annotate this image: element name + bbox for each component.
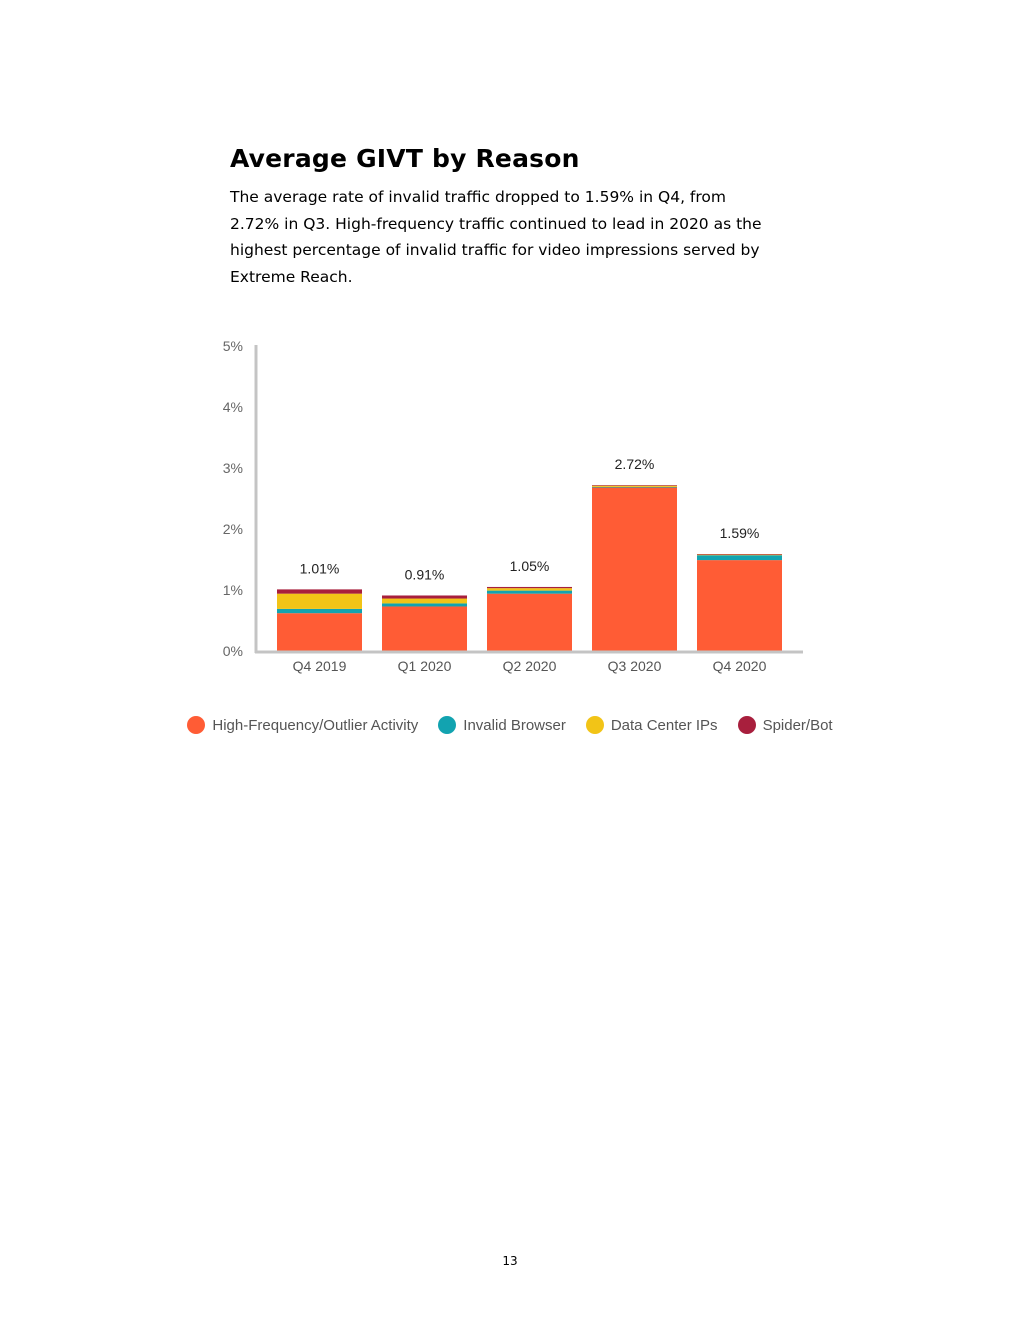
bar-segment: [592, 487, 677, 651]
bars: [277, 485, 782, 651]
bar-segment: [592, 485, 677, 487]
legend-item: Data Center IPs: [585, 716, 718, 734]
legend-item: Spider/Bot: [737, 716, 833, 734]
legend-dot-icon: [737, 716, 756, 734]
legend: High-Frequency/Outlier Activity Invalid B…: [0, 716, 1020, 734]
x-category-label: Q1 2020: [398, 658, 452, 674]
bar-segment: [487, 588, 572, 591]
x-category-label: Q3 2020: [608, 658, 662, 674]
y-tick-label: 0%: [223, 643, 243, 659]
y-tick-label: 4%: [223, 399, 243, 415]
legend-label: Data Center IPs: [610, 716, 718, 734]
bar-segment: [697, 560, 782, 651]
legend-item: Invalid Browser: [438, 716, 566, 734]
bar-segment: [487, 586, 572, 589]
total-label: 0.91%: [405, 566, 445, 582]
bar-segment: [382, 603, 467, 607]
chart-description: The average rate of invalid traffic drop…: [230, 188, 762, 287]
legend-label: Spider/Bot: [762, 716, 833, 734]
legend-dot-icon: [438, 716, 457, 734]
legend-dot-icon: [585, 716, 604, 734]
total-label: 1.05%: [510, 558, 550, 574]
bar-segment: [382, 598, 467, 604]
y-tick-label: 5%: [223, 338, 243, 354]
legend-label: High-Frequency/Outlier Activity: [212, 716, 419, 734]
bar-segment: [697, 554, 782, 555]
stacked-bar-chart: 0% 1% 2% 3% 4% 5% 1.01% 0.91% 1.05% 2.72% 1.59% Q…: [223, 338, 803, 674]
chart-title: Average GIVT by Reason: [230, 144, 580, 173]
bar-segment: [697, 554, 782, 556]
total-label: 2.72%: [615, 456, 655, 472]
page-number: 13: [502, 1254, 518, 1268]
bar-segment: [382, 606, 467, 651]
bar-segment: [382, 595, 467, 599]
legend-label: Invalid Browser: [463, 716, 566, 734]
legend-item: High-Frequency/Outlier Activity: [187, 716, 418, 734]
bar-segment: [277, 593, 362, 609]
x-category-label: Q4 2019: [293, 658, 347, 674]
x-axis-categories: Q4 2019 Q1 2020 Q2 2020 Q3 2020 Q4 2020: [293, 658, 767, 674]
y-tick-label: 1%: [223, 582, 243, 598]
y-tick-label: 3%: [223, 460, 243, 476]
bar-segment: [592, 486, 677, 488]
x-category-label: Q2 2020: [503, 658, 557, 674]
bar-segment: [277, 613, 362, 651]
total-label: 1.01%: [300, 560, 340, 576]
y-axis-ticks: 0% 1% 2% 3% 4% 5%: [223, 338, 243, 659]
y-tick-label: 2%: [223, 521, 243, 537]
bar-segment: [277, 589, 362, 594]
bar-segment: [277, 608, 362, 614]
total-labels: 1.01% 0.91% 1.05% 2.72% 1.59%: [300, 456, 760, 582]
bar-segment: [487, 593, 572, 651]
bar-segment: [592, 485, 677, 486]
legend-dot-icon: [187, 716, 206, 734]
bar-segment: [697, 555, 782, 561]
bar-segment: [487, 590, 572, 594]
total-label: 1.59%: [720, 525, 760, 541]
x-category-label: Q4 2020: [713, 658, 767, 674]
